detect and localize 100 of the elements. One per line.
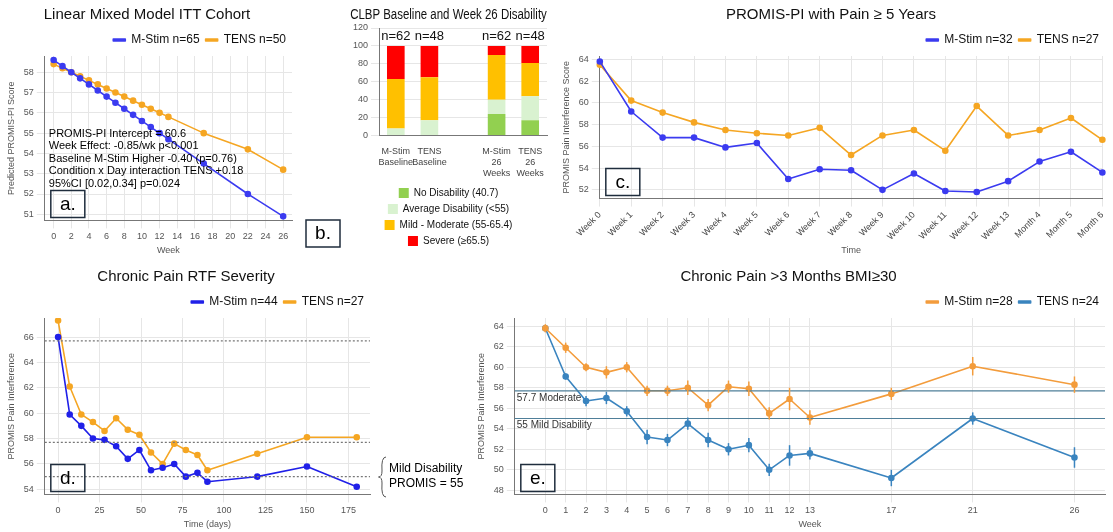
x-tick-label: 22 [242,231,253,242]
legend-label: TENS n=50 [223,32,287,47]
annotation: Baseline M-Stim Higher -0.40 (p=0.76) [48,151,237,164]
chart-title: Chronic Pain >3 Months BMI≥30 [680,267,897,285]
x-tick-label: 16 [189,231,200,242]
y-tick-label: 55 [23,127,34,138]
legend-label: M-Stim n=65 [131,32,200,47]
x-tick-label: 11 [764,505,774,516]
chart-title: CLBP Baseline and Week 26 Disability [350,5,548,23]
x-tick-label: 2 [583,505,589,516]
x-tick-label: 125 [257,505,273,516]
y-tick-label: 100 [352,40,369,51]
y-tick-label: 54 [578,162,589,173]
legend-label: TENS n=27 [1036,32,1100,47]
x-tick-label: 8 [121,231,127,242]
annotation: n=48 [414,28,445,44]
y-tick-label: 120 [352,22,369,33]
x-tick-label: 24 [260,231,271,242]
annotation: a. [59,192,76,214]
y-tick-label: 64 [23,356,34,367]
y-tick-label: 80 [358,58,369,69]
y-tick-label: 56 [23,458,34,469]
annotation: 95%CI [0.02,0.34] p=0.024 [48,176,180,189]
text: b. [315,222,331,244]
x-tick-label: 1 [563,505,569,516]
x-tick-label: 20 [225,231,236,242]
x-tick-label: 6 [104,231,110,242]
y-tick-label: 52 [23,188,34,199]
x-tick-label: 7 [685,505,691,516]
legend-label: TENS n=27 [301,294,365,309]
x-axis-title: Time [841,245,861,256]
annotation: e. [529,466,546,488]
ref-line-label: Mild Disability PROMIS = 55 [389,461,464,491]
x-tick-label: TENS Baseline [412,146,447,168]
y-tick-label: 64 [493,320,504,331]
x-tick-label: 5 [644,505,650,516]
x-tick-label: 3 [603,505,609,516]
y-tick-label: 52 [493,443,504,454]
x-tick-label: M-Stim 26 Weeks [482,146,511,179]
annotation: n=48 [515,28,545,44]
y-tick-label: 58 [493,382,504,393]
y-tick-label: 58 [578,119,589,130]
x-tick-label: 14 [172,231,183,242]
chart-title: PROMIS-PI with Pain ≥ 5 Years [726,5,936,23]
y-tick-label: 20 [358,112,369,123]
y-tick-label: 60 [23,407,34,418]
legend-label: M-Stim n=32 [944,32,1013,47]
y-tick-label: 52 [578,184,589,195]
annotation: n=62 [481,28,512,44]
x-tick-label: 26 [278,231,289,242]
x-axis-title: Week [798,519,822,530]
y-tick-label: 56 [493,402,504,413]
y-tick-label: 62 [578,75,589,86]
x-tick-label: 2 [68,231,74,242]
y-tick-label: 58 [23,433,34,444]
x-tick-label: 0 [542,505,548,516]
x-tick-label: 0 [55,505,61,516]
x-tick-label: 8 [705,505,711,516]
x-tick-label: 10 [136,231,147,242]
legend-label: Severe (≥65.5) [422,234,490,246]
x-tick-label: M-Stim Baseline [378,146,414,168]
y-tick-label: 64 [578,53,589,64]
y-tick-label: 60 [493,361,504,372]
x-tick-label: TENS 26 Weeks [516,146,545,179]
x-tick-label: 25 [94,505,105,516]
y-tick-label: 50 [493,464,504,475]
y-tick-label: 60 [578,97,589,108]
y-tick-label: 54 [23,147,34,158]
y-tick-label: 48 [493,484,504,495]
x-tick-label: 13 [804,505,815,516]
chart-title: Chronic Pain RTF Severity [97,267,276,285]
y-tick-label: 51 [23,208,34,219]
x-tick-label: 17 [886,505,897,516]
chart-title: Linear Mixed Model ITT Cohort [43,5,252,23]
y-tick-label: 66 [23,331,34,342]
x-axis-title: Time (days) [183,519,231,530]
legend-label: M-Stim n=44 [209,294,278,309]
x-tick-label: 12 [154,231,165,242]
x-tick-label: 150 [299,505,315,516]
y-tick-label: 57 [23,87,34,98]
y-tick-label: 62 [23,382,34,393]
x-tick-label: 9 [725,505,732,516]
y-tick-label: 62 [493,341,504,352]
x-tick-label: 75 [177,505,188,516]
y-axis-title: PROMIS Pain Interference [5,352,16,460]
legend-label: M-Stim n=28 [944,294,1013,309]
annotation: c. [615,170,631,192]
x-tick-label: 21 [967,505,978,516]
y-axis-title: Predicted PROMIS-PI Score [5,81,16,195]
x-tick-label: 100 [216,505,232,516]
x-tick-label: 4 [624,505,630,516]
x-tick-label: 0 [51,231,57,242]
x-tick-label: 26 [1069,505,1080,516]
x-tick-label: 50 [136,505,147,516]
annotation: n=62 [381,28,411,44]
y-tick-label: 54 [493,423,504,434]
x-tick-label: 12 [784,505,795,516]
x-tick-label: 10 [743,505,754,516]
y-axis-title: PROMIS Pain Interference Score [560,61,571,194]
legend-label: TENS n=24 [1036,294,1100,309]
